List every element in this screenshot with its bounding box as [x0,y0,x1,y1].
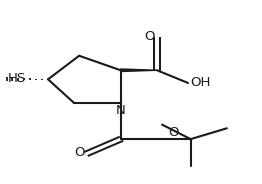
Text: N: N [116,104,125,117]
Text: O: O [74,146,84,159]
Polygon shape [121,69,157,72]
Text: O: O [168,126,179,139]
Text: OH: OH [190,76,210,89]
Text: HS: HS [8,72,26,85]
Text: O: O [144,30,154,43]
